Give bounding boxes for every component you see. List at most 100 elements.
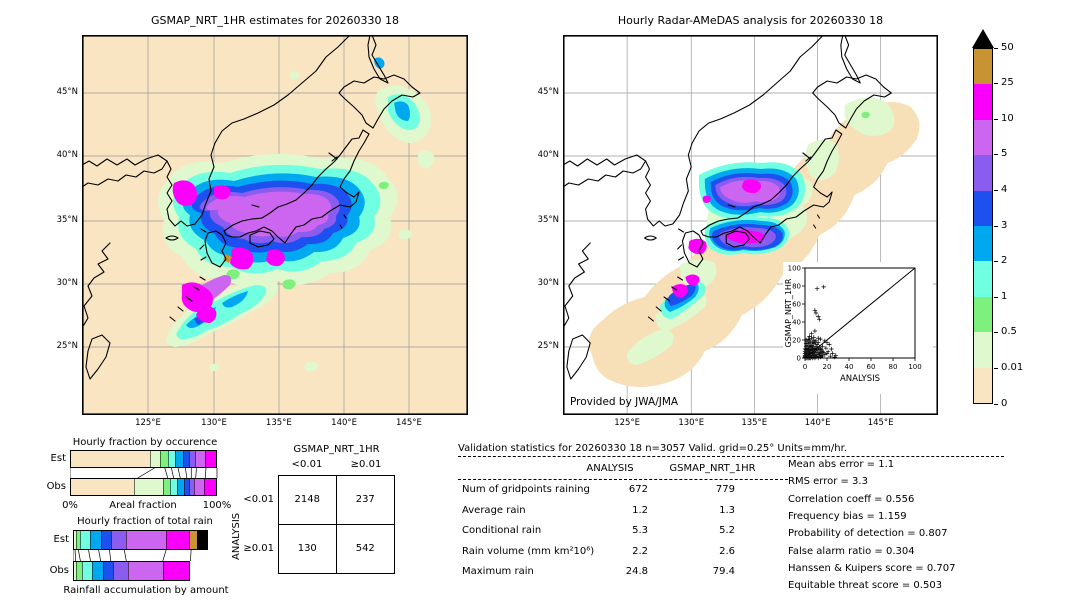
colorbar-tick-label: 2 <box>1001 255 1008 267</box>
lon-tick-label-right: 135°E <box>741 418 768 428</box>
inset-y-tick-label: 20 <box>792 337 801 345</box>
colorbar-segment <box>974 84 992 120</box>
bar-segment <box>128 562 163 580</box>
bar-segment <box>189 531 198 549</box>
validation-value-analysis: 672 <box>628 484 648 495</box>
radar-amedas-map <box>563 35 938 415</box>
totalrain-chart-caption: Rainfall accumulation by amount <box>63 585 229 596</box>
bar-segment <box>102 562 113 580</box>
validation-row-label: Conditional rain <box>462 525 542 536</box>
lon-tick-label-right: 125°E <box>614 418 641 428</box>
bar-segment <box>167 451 175 467</box>
validation-metric: False alarm ratio = 0.304 <box>788 545 915 557</box>
validation-row-label: Maximum rain <box>462 566 534 577</box>
validation-row-label: Num of gridpoints raining <box>462 484 590 495</box>
validation-metric: Hanssen & Kuipers score = 0.707 <box>788 562 956 574</box>
contingency-cell: 542 <box>355 543 375 555</box>
bar-segment <box>197 531 207 549</box>
bar-segment <box>90 531 101 549</box>
bar-segment <box>126 531 166 549</box>
bar-segment <box>112 562 129 580</box>
colorbar-segment <box>974 261 992 297</box>
contingency-cell: 2148 <box>279 476 337 525</box>
bar-connectors <box>70 468 218 478</box>
lat-tick-label-left: 40°N <box>56 149 78 160</box>
colorbar-tick-label: 25 <box>1001 77 1014 89</box>
bar-occurrence-est <box>70 450 217 468</box>
gsmap-map-svg <box>82 35 468 415</box>
bar-segment <box>76 562 82 580</box>
inset-scatter-plot: 0 20 40 60 80 100 0 20 40 60 80 100 ANALYSIS GSMAP_NR… <box>783 262 933 394</box>
bar-segment <box>71 451 150 467</box>
lat-tick-label-right: 40°N <box>537 149 559 160</box>
colorbar-segment <box>974 296 992 333</box>
colorbar-tick-label: 50 <box>1001 41 1014 53</box>
colorbar-tick-mark <box>994 118 998 120</box>
inset-x-tick-label: 80 <box>889 363 898 371</box>
inset-x-tick-label: 60 <box>867 363 876 371</box>
validation-row-label: Rain volume (mm km²10⁶) <box>462 545 595 557</box>
colorbar-segment <box>974 155 992 191</box>
colorbar-segment <box>974 332 992 368</box>
radar-map-svg <box>563 35 938 415</box>
colorbar-tick-label: 10 <box>1001 112 1014 124</box>
bar-segment <box>182 451 190 467</box>
inset-y-tick-label: 80 <box>792 283 801 291</box>
colorbar-over-triangle <box>972 29 994 48</box>
validation-metric: Mean abs error = 1.1 <box>788 459 895 470</box>
lon-tick-label-left: 135°E <box>265 418 292 428</box>
contingency-col-label-lt: <0.01 <box>291 459 323 470</box>
validation-value-analysis: 24.8 <box>625 566 648 577</box>
bar-segment <box>165 531 190 549</box>
contingency-row-label-lt: <0.01 <box>243 494 274 505</box>
bar-segment <box>149 451 161 467</box>
validation-metric: Equitable threat score = 0.503 <box>788 580 943 592</box>
bar-row-label: Obs <box>46 481 66 492</box>
bar-segment <box>74 562 77 580</box>
colorbar-tick-mark <box>994 225 998 227</box>
colorbar-tick-mark <box>994 83 998 85</box>
colorbar-tick-mark <box>994 403 998 405</box>
areal-fraction-axis-label: Areal fraction <box>109 500 177 511</box>
colorbar-tick-label: 5 <box>1001 148 1008 160</box>
colorbar-segment <box>974 190 992 227</box>
colorbar-tick-mark <box>994 189 998 191</box>
lon-tick-label-right: 140°E <box>804 418 831 428</box>
areal-fraction-100-label: 100% <box>202 500 232 511</box>
bar-segment <box>100 531 112 549</box>
contingency-col-group-label: GSMAP_NRT_1HR <box>293 444 380 455</box>
inset-x-tick-label: 20 <box>823 363 832 371</box>
colorbar-tick-mark <box>994 332 998 334</box>
contingency-row-label-ge: ≥0.01 <box>243 543 274 554</box>
colorbar-tick-mark <box>994 154 998 156</box>
occurrence-chart-title: Hourly fraction by occurence <box>72 437 218 448</box>
totalrain-chart-title: Hourly fraction of total rain <box>77 516 213 527</box>
bar-segment <box>189 479 195 495</box>
validation-value-gsmap: 5.2 <box>719 525 735 536</box>
divider <box>458 456 1004 457</box>
inset-y-tick-label: 40 <box>792 319 801 327</box>
inset-identity-line <box>804 267 916 359</box>
colorbar-segment <box>974 49 992 85</box>
bar-segment <box>79 531 91 549</box>
bar-totalrain-obs <box>73 561 191 581</box>
lon-tick-label-left: 130°E <box>201 418 227 428</box>
areal-fraction-0-label: 0% <box>62 500 78 511</box>
bar-row-label: Obs <box>49 565 69 576</box>
lon-tick-label-right: 130°E <box>678 418 705 428</box>
colorbar-tick-mark <box>994 261 998 263</box>
validation-metric: Correlation coeff = 0.556 <box>788 493 915 505</box>
inset-ylabel: GSMAP_NRT_1HR <box>784 278 793 347</box>
bar-segment <box>194 479 205 495</box>
bar-row-label: Est <box>50 453 66 464</box>
inset-x-tick-label: 40 <box>845 363 854 371</box>
validation-value-analysis: 2.2 <box>632 545 648 557</box>
validation-metric: RMS error = 3.3 <box>788 476 868 488</box>
colorbar-tick-label: 4 <box>1001 183 1008 195</box>
colorbar-tick-label: 1 <box>1001 290 1008 302</box>
contingency-cell: 237 <box>336 476 394 525</box>
validation-col-analysis: ANALYSIS <box>586 463 634 474</box>
bar-segment <box>111 531 127 549</box>
bar-totalrain-est <box>73 530 208 550</box>
